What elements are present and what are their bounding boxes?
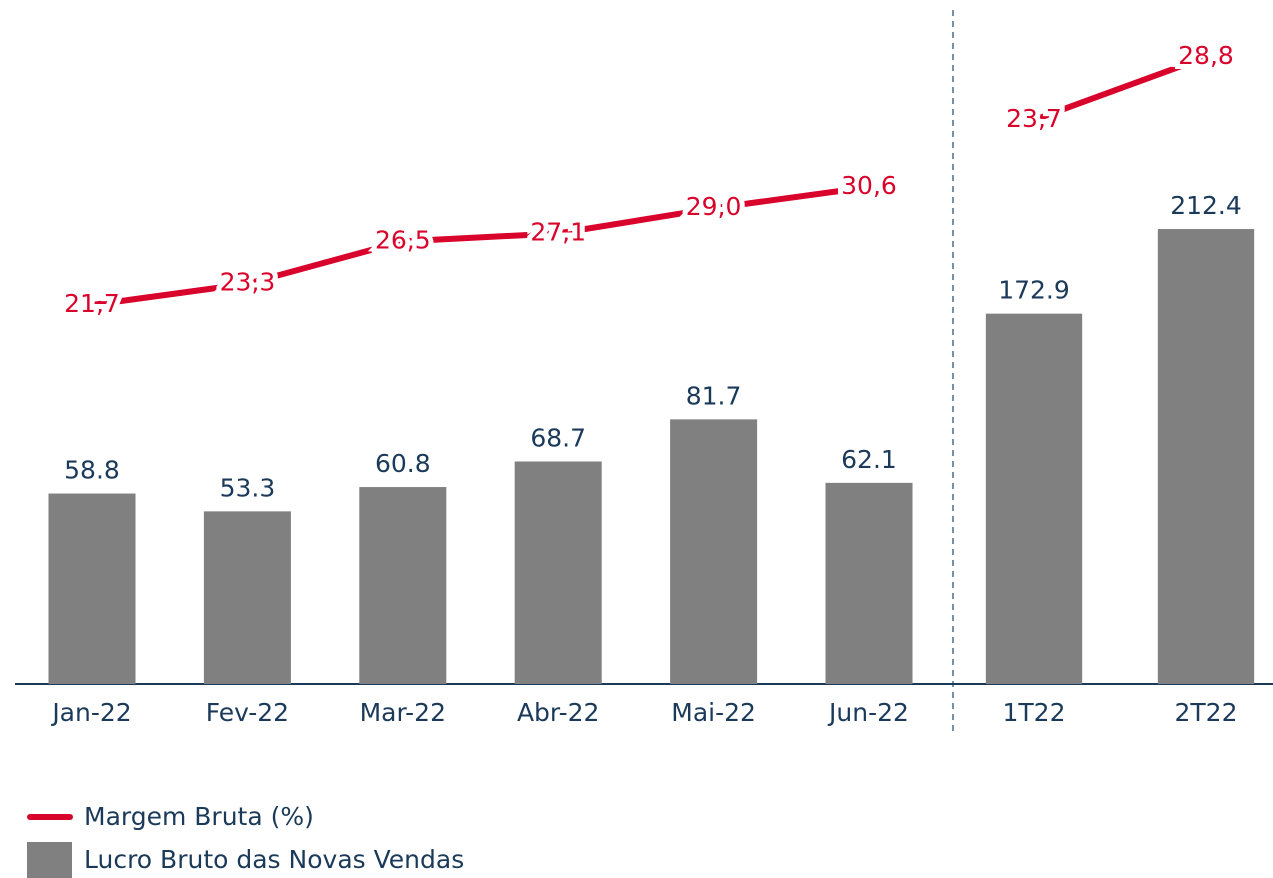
data-label: 23,7: [1006, 104, 1062, 133]
data-label: 212.4: [1170, 191, 1242, 220]
legend-label: Lucro Bruto das Novas Vendas: [84, 845, 464, 874]
bar: [985, 313, 1083, 684]
bar: [359, 487, 447, 684]
bar: [203, 511, 291, 684]
data-label: 172.9: [998, 276, 1070, 305]
data-label: 21,7: [64, 289, 120, 318]
bar: [670, 419, 758, 684]
data-label: 26,5: [375, 225, 431, 254]
x-tick-label: Mai-22: [671, 698, 756, 727]
x-tick-label: 2T22: [1175, 698, 1238, 727]
x-tick-label: Jan-22: [50, 698, 131, 727]
data-label: 28,8: [1178, 41, 1234, 70]
legend-label: Margem Bruta (%): [84, 802, 314, 831]
data-label: 27,1: [530, 217, 586, 246]
data-label: 29,0: [686, 192, 742, 221]
line: [91, 184, 870, 308]
data-label: 30,6: [841, 171, 897, 200]
data-label: 81.7: [686, 381, 742, 410]
x-tick-label: 1T22: [1003, 698, 1066, 727]
x-tick-label: Jun-22: [827, 698, 909, 727]
data-label: 23,3: [220, 268, 276, 297]
data-label: 53.3: [220, 473, 276, 502]
x-tick-label: Fev-22: [206, 698, 289, 727]
data-label: 58.8: [64, 456, 120, 485]
bar: [825, 482, 913, 684]
x-tick-label: Abr-22: [517, 698, 599, 727]
legend-swatch: [27, 842, 72, 878]
bar: [1157, 229, 1255, 684]
bar: [514, 461, 602, 684]
data-label: 62.1: [841, 445, 897, 474]
x-tick-label: Mar-22: [360, 698, 446, 727]
data-label: 68.7: [530, 423, 586, 452]
bar: [48, 493, 136, 684]
data-label: 60.8: [375, 449, 431, 478]
line: [1032, 54, 1208, 123]
